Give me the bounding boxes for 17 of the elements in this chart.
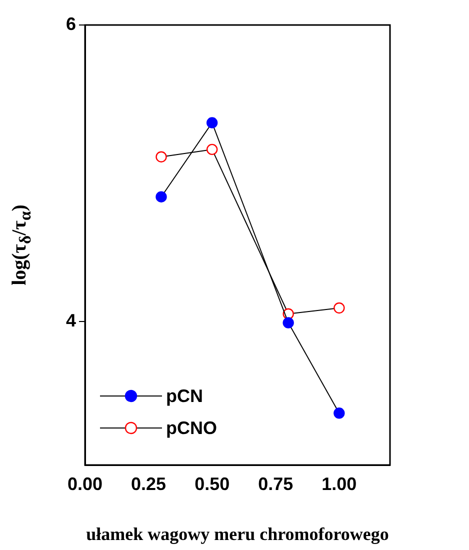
point <box>334 302 345 314</box>
x-tick-label: 0.00 <box>67 474 103 494</box>
point <box>206 117 218 128</box>
legend-label: pCN <box>166 386 203 406</box>
x-tick-label: 0.25 <box>131 474 166 494</box>
x-tick-label: 1.00 <box>322 474 357 494</box>
point <box>156 191 167 202</box>
x-tick-label: 0.75 <box>258 474 294 494</box>
y-tick-label: 4 <box>66 310 76 330</box>
y-tick-label: 6 <box>66 14 76 34</box>
point <box>334 408 345 419</box>
point <box>282 317 294 328</box>
x-tick-label: 0.50 <box>194 474 230 494</box>
x-axis-title: ułamek wagowy meru chromoforowego <box>86 524 389 544</box>
point <box>206 144 218 156</box>
point <box>156 151 167 162</box>
legend-label: pCNO <box>166 418 217 438</box>
